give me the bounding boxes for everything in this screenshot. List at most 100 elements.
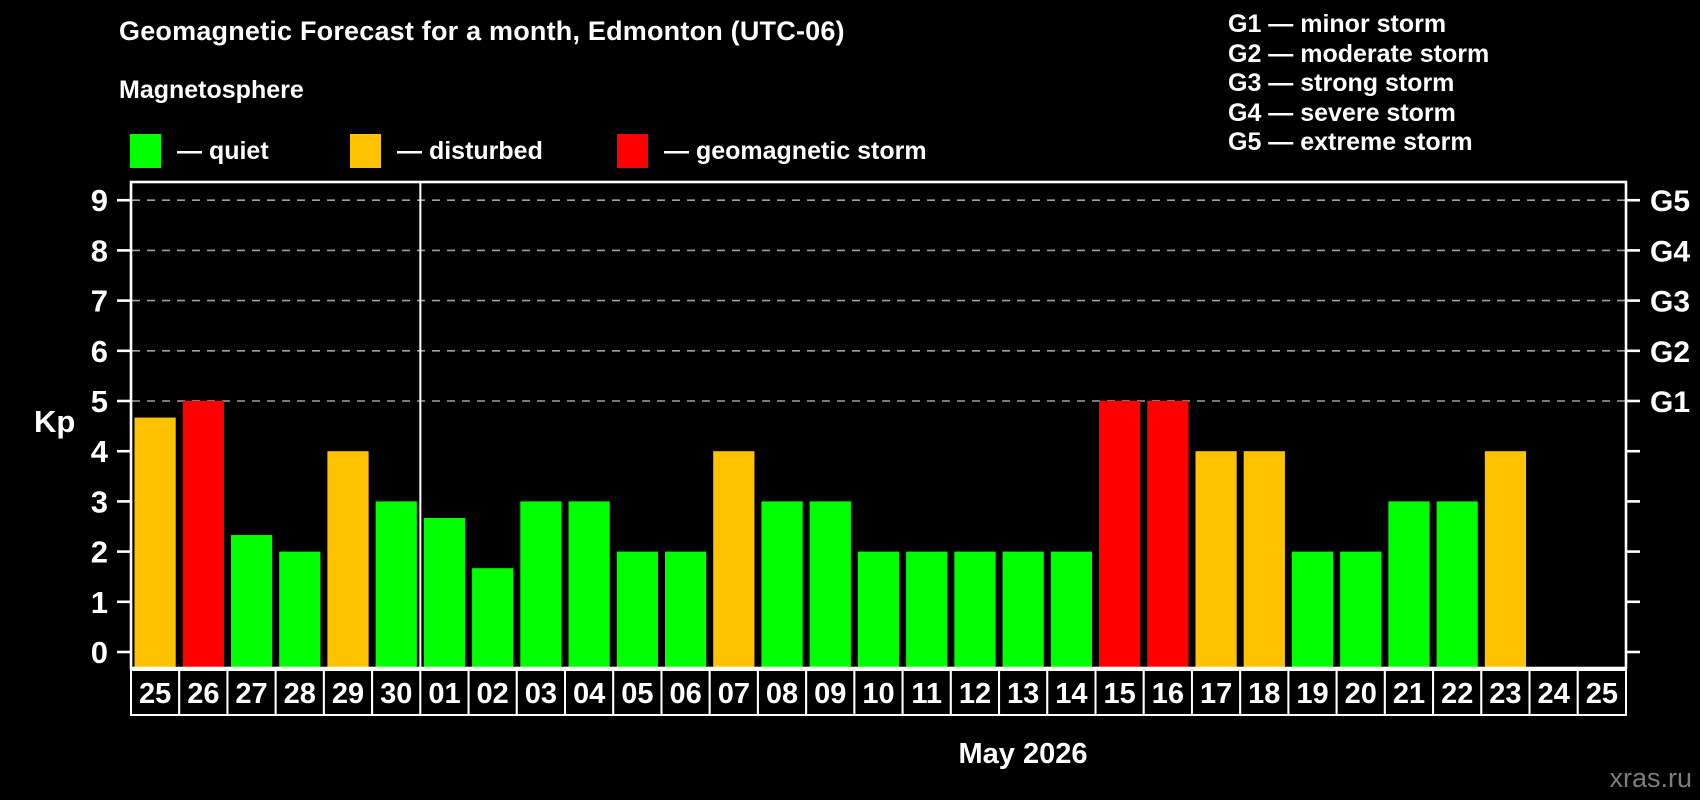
date-label-11: 11	[911, 678, 942, 710]
date-box	[322, 669, 374, 716]
date-label-18: 18	[1248, 678, 1280, 710]
y-tick-label-6: 6	[91, 334, 108, 369]
kp-bar-day-13	[1002, 551, 1044, 667]
kp-bar-day-17	[1195, 451, 1237, 667]
date-label-24: 24	[1538, 678, 1570, 710]
date-box	[756, 669, 808, 716]
date-label-15: 15	[1103, 678, 1135, 710]
kp-bar-day-23	[1484, 451, 1527, 667]
date-label-30: 30	[380, 678, 412, 710]
date-box	[949, 669, 1001, 716]
kp-bar-day-08	[761, 501, 803, 667]
date-label-16: 16	[1152, 678, 1184, 710]
date-box	[1094, 669, 1145, 716]
legend-label-disturbed: — disturbed	[397, 136, 543, 165]
date-label-21: 21	[1393, 678, 1425, 710]
y-tick-label-9: 9	[91, 183, 108, 218]
y-tick-label-8: 8	[91, 233, 108, 268]
g1-legend-line: G1 — minor storm	[1228, 10, 1447, 38]
kp-bar-day-15	[1099, 401, 1141, 667]
kp-bar-day-29	[327, 451, 369, 667]
y-tick-label-0: 0	[91, 635, 108, 670]
kp-bar-day-03	[520, 501, 562, 667]
kp-bar-day-10	[857, 551, 900, 667]
legend-item-disturbed: — disturbed	[350, 132, 543, 170]
plot-border	[129, 180, 1628, 670]
date-box	[419, 669, 470, 716]
date-box	[274, 669, 325, 716]
y-tick-label-3: 3	[91, 484, 108, 519]
kp-bar-day-18	[1243, 451, 1285, 667]
kp-bar-day-11	[906, 551, 948, 667]
g5-legend-line: G5 — extreme storm	[1228, 128, 1473, 157]
date-box	[708, 669, 759, 716]
g2-legend-line: G2 — moderate storm	[1228, 39, 1490, 68]
y-tick-label-1: 1	[91, 585, 108, 620]
date-label-19: 19	[1296, 678, 1328, 710]
date-box	[226, 669, 277, 716]
date-label-10: 10	[862, 678, 894, 710]
y-tick-label-5: 5	[91, 384, 108, 419]
g-scale-legend: G1 — minor storm G2 — moderate storm G3 …	[1228, 10, 1489, 158]
date-label-28: 28	[284, 678, 316, 710]
legend-label-storm: — geomagnetic storm	[664, 136, 927, 165]
date-label-20: 20	[1345, 678, 1377, 710]
date-box	[1576, 669, 1627, 716]
kp-bar-day-01	[423, 517, 466, 667]
kp-bar-day-16	[1147, 401, 1189, 667]
date-box	[130, 669, 181, 716]
date-label-25: 25	[139, 678, 171, 710]
chart-subtitle: Magnetosphere	[119, 76, 304, 104]
date-label-01: 01	[428, 678, 460, 710]
kp-bar-day-12	[954, 551, 996, 667]
date-label-26: 26	[187, 678, 219, 710]
kp-bar-day-28	[279, 551, 321, 667]
kp-bar-day-05	[616, 551, 658, 667]
y-tick-label-7: 7	[91, 284, 108, 319]
date-box	[1046, 669, 1097, 716]
g-scale-label-G1: G1	[1650, 386, 1690, 419]
date-label-14: 14	[1055, 678, 1087, 710]
g-scale-label-G2: G2	[1650, 336, 1690, 369]
date-label-06: 06	[669, 678, 701, 710]
x-axis-label: May 2026	[958, 738, 1088, 770]
g3-legend-line: G3 — strong storm	[1228, 69, 1455, 98]
date-label-13: 13	[1007, 678, 1039, 710]
legend-item-storm: — geomagnetic storm	[617, 132, 927, 170]
date-box	[178, 669, 229, 716]
date-label-23: 23	[1489, 678, 1521, 710]
kp-bar-day-30	[375, 501, 417, 667]
g-scale-label-G3: G3	[1650, 286, 1690, 319]
g-scale-label-G5: G5	[1650, 185, 1690, 218]
date-box	[564, 669, 615, 716]
kp-bar-day-22	[1436, 501, 1478, 667]
g-scale-label-G4: G4	[1650, 235, 1690, 268]
kp-bar-day-02	[472, 568, 514, 667]
kp-bar-day-20	[1340, 551, 1382, 667]
kp-bar-day-27	[230, 535, 273, 667]
date-box	[853, 669, 904, 716]
date-box	[660, 669, 711, 716]
kp-bar-day-04	[568, 501, 610, 667]
date-label-07: 07	[718, 678, 750, 710]
g4-legend-line: G4 — severe storm	[1228, 98, 1456, 127]
date-box	[1239, 669, 1290, 716]
date-label-04: 04	[573, 678, 605, 710]
date-label-27: 27	[235, 678, 267, 710]
date-box	[1142, 669, 1193, 716]
date-label-29: 29	[332, 678, 364, 710]
date-label-12: 12	[959, 678, 991, 710]
y-tick-label-2: 2	[91, 535, 108, 570]
storm-color-swatch	[617, 134, 648, 168]
legend-label-quiet: — quiet	[177, 136, 269, 165]
kp-bar-day-21	[1388, 501, 1430, 667]
date-label-03: 03	[525, 678, 557, 710]
kp-bar-day-07	[713, 451, 755, 667]
kp-bar-day-19	[1291, 551, 1334, 667]
kp-bar-day-25	[134, 417, 176, 667]
date-box	[998, 669, 1049, 716]
y-tick-label-4: 4	[91, 434, 109, 469]
chart-title: Geomagnetic Forecast for a month, Edmont…	[119, 16, 845, 46]
date-label-08: 08	[766, 678, 798, 710]
